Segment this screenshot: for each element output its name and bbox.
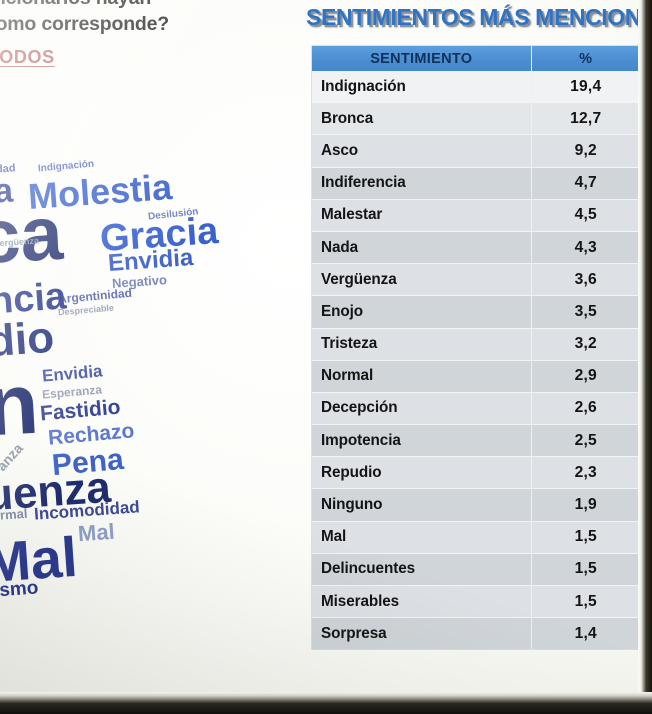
column-header-porcentaje: % bbox=[531, 46, 640, 71]
cell-porcentaje: 2,9 bbox=[530, 360, 640, 393]
cell-porcentaje: 3,6 bbox=[530, 263, 640, 297]
cell-sentimiento: Tristeza bbox=[312, 328, 531, 361]
table-row: Indiferencia 4,7 bbox=[312, 167, 640, 200]
table-row: Impotencia 2,5 bbox=[312, 424, 640, 458]
cell-porcentaje: 19,4 bbox=[530, 71, 640, 104]
cell-sentimiento: Bronca bbox=[312, 102, 531, 136]
cell-sentimiento: Miserables bbox=[312, 585, 531, 619]
word-cloud-term: Argentinidad bbox=[57, 285, 133, 307]
slide-photo: e funcionarios hayan o como corresponde?… bbox=[0, 0, 645, 694]
chart-title: SENTIMIENTOS MÁS MENCIONADO bbox=[305, 3, 645, 31]
sentiments-table-container: SENTIMIENTO % Indignación 19,4 Bronca 12,7 A… bbox=[312, 46, 640, 650]
table-row: Mal 1,5 bbox=[312, 521, 640, 554]
cell-sentimiento: Malestar bbox=[312, 199, 531, 232]
table-row: Bronca 12,7 bbox=[312, 102, 640, 136]
cell-porcentaje: 2,6 bbox=[530, 392, 640, 426]
word-cloud-term: Envidia bbox=[107, 244, 195, 277]
cell-sentimiento: Ninguno bbox=[312, 488, 531, 522]
cell-porcentaje: 3,5 bbox=[530, 295, 640, 329]
table-row: Malestar 4,5 bbox=[312, 199, 640, 232]
cell-sentimiento: Delincuentes bbox=[312, 553, 531, 587]
cell-sentimiento: Enojo bbox=[312, 295, 531, 329]
cell-sentimiento: Indiferencia bbox=[312, 167, 531, 200]
cell-sentimiento: Impotencia bbox=[312, 424, 531, 458]
word-cloud-term: ismo bbox=[0, 577, 40, 602]
table-row: Sorpresa 1,4 bbox=[312, 617, 640, 650]
table-row: Vergüenza 3,6 bbox=[312, 263, 640, 297]
table-row: Asco 9,2 bbox=[312, 134, 640, 168]
screen-bezel-right bbox=[638, 0, 652, 714]
table-row: Repudio 2,3 bbox=[312, 456, 640, 490]
word-cloud-term: ormal bbox=[0, 505, 28, 524]
cell-porcentaje: 1,5 bbox=[530, 553, 640, 587]
table-row: Miserables 1,5 bbox=[312, 585, 640, 619]
table-row: Ninguno 1,9 bbox=[312, 488, 640, 522]
cell-porcentaje: 1,5 bbox=[530, 585, 640, 619]
word-cloud: dad Indignación a Molestia Desilusión ca Graci… bbox=[0, 150, 250, 602]
cell-porcentaje: 1,9 bbox=[530, 488, 640, 522]
question-highlight-todos: TODOS bbox=[0, 47, 55, 67]
cell-porcentaje: 12,7 bbox=[530, 102, 640, 136]
cell-porcentaje: 9,2 bbox=[530, 134, 640, 168]
cell-sentimiento: Vergüenza bbox=[312, 263, 531, 297]
sentiments-table: SENTIMIENTO % Indignación 19,4 Bronca 12,7 A… bbox=[312, 46, 640, 650]
cell-sentimiento: Normal bbox=[312, 360, 531, 393]
question-line-2: o como corresponde? bbox=[0, 13, 169, 35]
cell-porcentaje: 2,5 bbox=[530, 424, 640, 458]
word-cloud-term: Fastidio bbox=[39, 395, 122, 426]
cell-sentimiento: Nada bbox=[312, 231, 531, 265]
table-header-row: SENTIMIENTO % bbox=[312, 46, 640, 71]
cell-porcentaje: 1,4 bbox=[530, 617, 640, 650]
table-row: Tristeza 3,2 bbox=[312, 328, 640, 361]
screen-bezel-bottom bbox=[0, 692, 652, 714]
table-row: Decepción 2,6 bbox=[312, 392, 640, 426]
column-header-sentimiento: SENTIMIENTO bbox=[312, 46, 532, 71]
table-row: Delincuentes 1,5 bbox=[312, 553, 640, 587]
cell-porcentaje: 4,7 bbox=[530, 167, 640, 200]
cell-sentimiento: Decepción bbox=[312, 392, 531, 426]
cell-sentimiento: Repudio bbox=[312, 456, 531, 490]
cell-porcentaje: 4,3 bbox=[530, 231, 640, 265]
cell-porcentaje: 3,2 bbox=[530, 328, 640, 361]
table-header: SENTIMIENTO % bbox=[312, 46, 640, 71]
question-line-1: e funcionarios hayan bbox=[0, 0, 151, 11]
word-cloud-term: Mal bbox=[77, 518, 116, 547]
table-body: Indignación 19,4 Bronca 12,7 Asco 9,2 Indifere… bbox=[312, 71, 640, 650]
table-row: Enojo 3,5 bbox=[312, 295, 640, 329]
table-row: Indignación 19,4 bbox=[312, 71, 640, 104]
word-cloud-term: n bbox=[0, 355, 42, 455]
word-cloud-term: Despreciable bbox=[57, 302, 115, 318]
table-row: Nada 4,3 bbox=[312, 231, 640, 265]
cell-sentimiento: Mal bbox=[312, 521, 531, 554]
cell-sentimiento: Indignación bbox=[312, 71, 531, 104]
cell-sentimiento: Sorpresa bbox=[312, 617, 531, 650]
cell-porcentaje: 4,5 bbox=[530, 199, 640, 232]
table-row: Normal 2,9 bbox=[312, 360, 640, 393]
cell-porcentaje: 2,3 bbox=[530, 456, 640, 490]
cell-sentimiento: Asco bbox=[312, 134, 531, 168]
word-cloud-term: Envidia bbox=[41, 361, 104, 386]
cell-porcentaje: 1,5 bbox=[530, 521, 640, 554]
